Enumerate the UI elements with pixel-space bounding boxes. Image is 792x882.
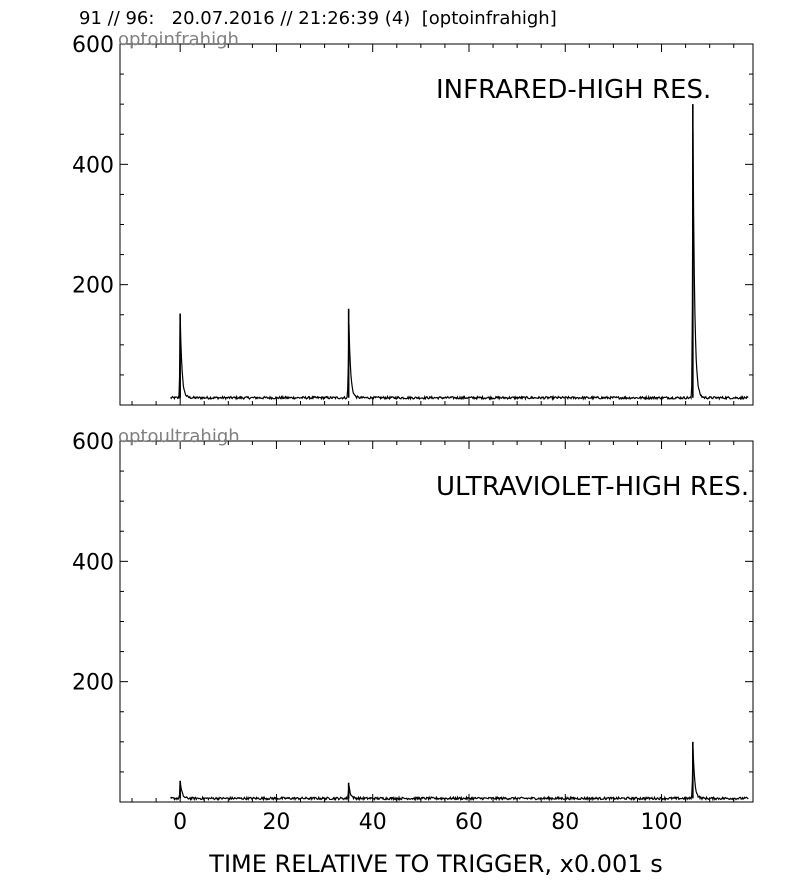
y-tick-label: 600 — [72, 33, 114, 58]
x-axis-label: TIME RELATIVE TO TRIGGER, x0.001 s — [208, 850, 662, 878]
y-tick-label: 400 — [72, 153, 114, 178]
y-tick-label: 200 — [72, 671, 114, 696]
panel-title: ULTRAVIOLET-HIGH RES. — [436, 472, 749, 502]
panel-title: INFRARED-HIGH RES. — [436, 75, 711, 105]
signal-trace — [170, 130, 749, 402]
header-title: 91 // 96: 20.07.2016 // 21:26:39 (4) [op… — [79, 8, 557, 29]
signal-trace — [170, 748, 749, 802]
x-tick-label: 40 — [359, 810, 387, 835]
x-tick-label: 20 — [262, 810, 290, 835]
channel-label: optoinfrahigh — [118, 29, 239, 50]
y-tick-label: 400 — [72, 550, 114, 575]
channel-label: optoultrahigh — [118, 426, 240, 447]
x-tick-label: 0 — [173, 810, 187, 835]
panel-2: 200 400 600 0 20 40 60 80 100 optoultrahigh ULTRAV… — [72, 426, 754, 835]
panel-1: 200 400 600 optoinfrahigh INFRARED-HIGH RES. — [72, 29, 754, 406]
y-tick-label: 200 — [72, 274, 114, 299]
x-tick-label: 60 — [455, 810, 483, 835]
y-tick-label: 600 — [72, 430, 114, 455]
x-tick-label: 80 — [551, 810, 579, 835]
x-tick-label: 100 — [641, 810, 683, 835]
